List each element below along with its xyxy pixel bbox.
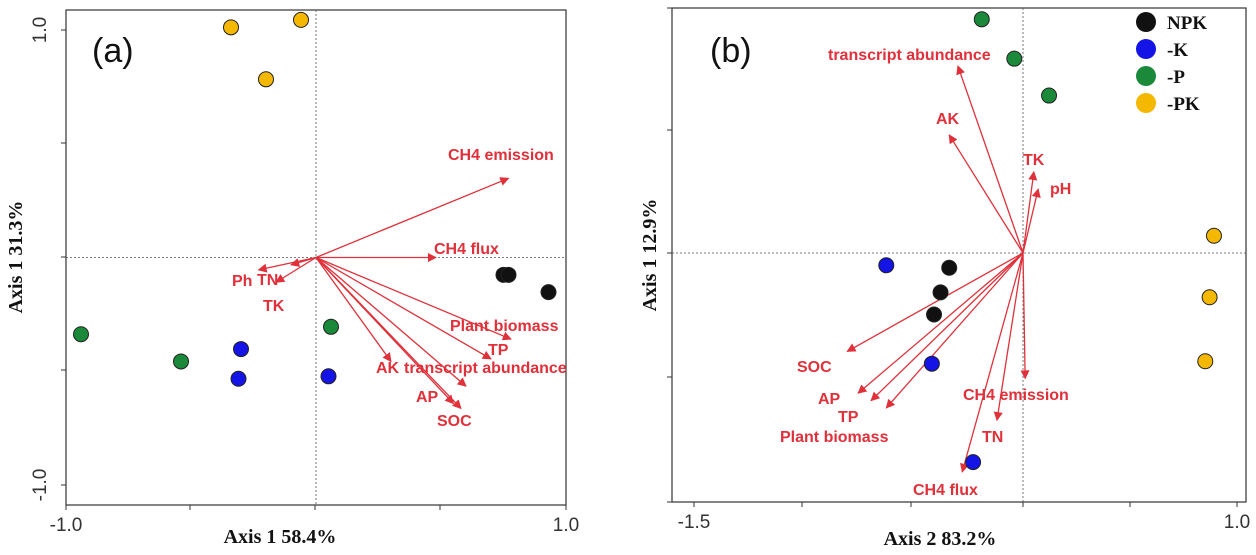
vector-tk [1022, 170, 1038, 254]
vector-label-ph: Ph [232, 273, 252, 290]
legend-marker-p [1136, 66, 1156, 86]
y-tick-label: 1.0 [30, 17, 51, 43]
vector-ph [257, 256, 317, 273]
point-npk [932, 284, 949, 301]
x-axis-label: Axis 1 58.4% [224, 526, 337, 548]
point-pk [293, 11, 309, 28]
point-p [1006, 50, 1023, 67]
point-p [973, 11, 990, 28]
vector-plant-biomass [315, 256, 512, 341]
panel-label: (b) [710, 32, 752, 70]
vector-transcript-abundance [315, 257, 467, 387]
point-p [323, 318, 339, 335]
x-tick-label: -1.5 [678, 512, 711, 533]
point-p [1041, 87, 1058, 104]
vector-label-tk: TK [263, 298, 285, 315]
point-p [73, 326, 89, 343]
vector-soc [846, 252, 1024, 352]
vector-ch4-emission [1020, 252, 1030, 380]
vector-label-transcript-abundance: transcript abundance [404, 360, 567, 377]
point-npk [941, 259, 958, 276]
point-pk [1197, 353, 1214, 370]
vector-tn [993, 252, 1024, 422]
point-npk [500, 266, 517, 283]
legend-label-k: -K [1167, 40, 1188, 61]
x-tick-label: 1.0 [1224, 512, 1250, 533]
vector-label-plant-biomass: Plant biomass [450, 318, 559, 335]
point-npk [926, 306, 943, 323]
vector-ch4-emission [315, 177, 510, 259]
legend: NPK -K -P -PK [1136, 12, 1207, 115]
vector-label-tk: TK [1023, 152, 1045, 169]
vector-label-plant-biomass: Plant biomass [780, 429, 889, 446]
legend-marker-k [1136, 39, 1156, 59]
y-axis-label: Axis 1 12.9% [639, 199, 661, 312]
point-p [173, 353, 189, 370]
legend-marker-npk [1136, 12, 1156, 32]
vector-ak [948, 134, 1024, 254]
panel-label: (a) [92, 32, 134, 70]
vector-tp [315, 256, 492, 360]
vector-label-tn: TN [982, 429, 1003, 446]
vector-label-ap: AP [416, 389, 439, 406]
point-k [233, 341, 249, 358]
point-pk [1205, 227, 1222, 244]
point-k [878, 257, 895, 274]
vector-ak [315, 257, 392, 363]
vector-label-ch4-flux: CH4 flux [913, 482, 978, 499]
vector-label-ch4-flux: CH4 flux [434, 241, 499, 258]
vector-tk [275, 256, 317, 283]
point-pk [223, 19, 239, 36]
vector-soc [315, 257, 462, 410]
vector-ap [857, 252, 1024, 394]
y-tick-label: -1.0 [30, 469, 51, 502]
vector-plant-biomass [885, 252, 1024, 409]
x-axis-label: Axis 2 83.2% [884, 528, 997, 550]
vector-label-tp: TP [488, 342, 509, 359]
vector-label-soc: SOC [797, 359, 832, 376]
legend-label-pk: -PK [1167, 94, 1200, 115]
point-k [320, 368, 337, 385]
x-tick-label: 1.0 [553, 515, 579, 536]
y-axis-label: Axis 1 31.3% [5, 201, 27, 314]
vector-label-ch4-emission: CH4 emission [963, 387, 1069, 404]
point-k [230, 370, 247, 387]
panel-b: -1.5 1.0 Axis 2 83.2% Axis 1 12.9% (b) transc… [639, 7, 1250, 550]
vector-label-tn: TN [257, 272, 278, 289]
legend-label-p: -P [1167, 67, 1185, 88]
point-pk [258, 71, 274, 88]
vector-label-soc: SOC [437, 413, 472, 430]
vector-label-ap: AP [818, 391, 841, 408]
x-tick-label: -1.0 [50, 515, 83, 536]
vector-ph [1022, 188, 1041, 254]
vector-label-tp: TP [838, 409, 859, 426]
vector-label-ph: pH [1050, 181, 1071, 198]
legend-label-npk: NPK [1167, 13, 1207, 34]
vector-transcript-abundance [956, 65, 1024, 254]
point-pk [1201, 289, 1218, 306]
vector-label-ch4-emission: CH4 emission [448, 147, 554, 164]
panel-a: -1.0 1.0 1.0 -1.0 Axis 1 58.4% Axis 1 31.3% (a… [5, 9, 579, 548]
plot-frame [671, 7, 1247, 503]
vector-ch4-flux [960, 252, 1024, 473]
vector-label-transcript-abundance: transcript abundance [828, 47, 991, 64]
point-npk [540, 284, 557, 301]
vector-tp [870, 252, 1024, 402]
vector-label-ak: AK [936, 111, 960, 128]
vector-label-ak: AK [376, 360, 400, 377]
legend-marker-pk [1136, 93, 1156, 113]
point-k [923, 355, 940, 372]
vector-tn [290, 256, 317, 267]
point-k [965, 454, 982, 471]
